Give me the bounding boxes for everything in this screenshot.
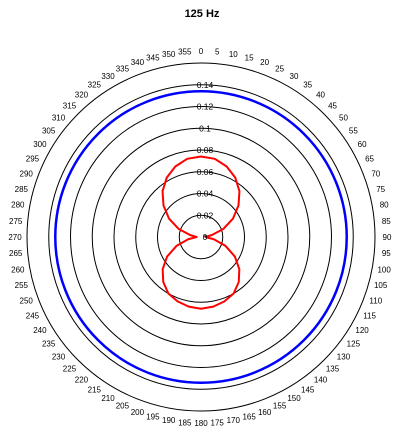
radial-tick-label: 0.02 [197, 210, 214, 220]
angle-tick-label: 140 [314, 375, 328, 384]
angle-tick-label: 10 [229, 50, 238, 59]
angle-tick-label: 280 [11, 201, 25, 210]
radial-tick-label: 0.14 [197, 80, 214, 90]
angle-tick-label: 350 [162, 50, 176, 59]
angle-tick-label: 60 [358, 140, 367, 149]
angle-tick-label: 295 [26, 154, 40, 163]
angle-tick-label: 110 [369, 297, 382, 306]
angle-tick-label: 300 [33, 140, 47, 149]
angle-tick-label: 85 [382, 217, 391, 226]
angle-tick-label: 165 [242, 413, 256, 422]
radial-tick-label: 0.06 [197, 167, 214, 177]
angle-tick-label: 315 [63, 101, 77, 110]
angle-tick-label: 205 [116, 402, 130, 411]
angle-tick-label: 255 [15, 281, 29, 290]
radial-tick-labels: 0 0.02 0.04 0.06 0.08 0.1 0.12 0.14 [197, 80, 214, 242]
angle-tick-label: 335 [116, 64, 130, 73]
grid-ring [135, 171, 267, 303]
angle-tick-label: 40 [316, 91, 325, 100]
angle-tick-label: 75 [376, 185, 385, 194]
angle-tick-label: 355 [178, 48, 192, 57]
grid-ring [91, 127, 311, 347]
angle-tick-label: 15 [245, 53, 254, 62]
angle-tick-label: 155 [273, 402, 287, 411]
angle-tick-label: 310 [52, 113, 66, 122]
angle-tick-label: 145 [301, 385, 315, 394]
angle-tick-label: 195 [146, 413, 160, 422]
angle-tick-label: 125 [347, 340, 361, 349]
angle-tick-label: 230 [52, 353, 66, 362]
radial-tick-label: 0 [203, 232, 208, 242]
radial-tick-label: 0.04 [197, 189, 214, 199]
angle-tick-label: 5 [215, 48, 220, 57]
angle-tick-label: 90 [383, 233, 392, 242]
series-layer [54, 90, 348, 384]
chart-title: 125 Hz [185, 8, 220, 20]
angle-tick-label: 35 [303, 81, 312, 90]
outer-ring [26, 62, 376, 412]
series-line [161, 155, 241, 310]
angle-tick-label: 20 [260, 58, 269, 67]
angle-tick-label: 270 [8, 233, 22, 242]
angle-tick-label: 225 [63, 365, 77, 374]
angle-tick-label: 180 [194, 419, 208, 428]
angle-tick-label: 200 [131, 408, 145, 417]
angle-tick-label: 150 [287, 394, 301, 403]
angle-tick-label: 170 [227, 416, 241, 425]
center-marker [204, 235, 206, 237]
angle-tick-label: 235 [42, 340, 56, 349]
angle-tick-label: 55 [349, 126, 358, 135]
grid-ring [178, 214, 224, 260]
angle-tick-label: 290 [20, 169, 34, 178]
angle-tick-label: 215 [88, 385, 102, 394]
angle-tick-label: 135 [326, 365, 340, 374]
grid-ring [157, 193, 245, 281]
angle-tick-label: 210 [101, 394, 115, 403]
angle-tick-label: 250 [20, 297, 34, 306]
radial-tick-label: 0.1 [199, 123, 211, 133]
angle-tick-label: 245 [26, 312, 40, 321]
angle-tick-label: 30 [290, 72, 299, 81]
angle-tick-label: 120 [355, 326, 369, 335]
angle-tick-label: 320 [75, 91, 89, 100]
angle-tick-label: 65 [365, 154, 374, 163]
angle-tick-label: 50 [339, 113, 348, 122]
angle-tick-label: 70 [371, 169, 380, 178]
angle-tick-label: 220 [75, 375, 89, 384]
angle-tick-label: 45 [328, 101, 337, 110]
radial-tick-label: 0.08 [197, 145, 214, 155]
angle-tick-label: 175 [211, 418, 225, 427]
angle-tick-label: 305 [42, 126, 56, 135]
radial-tick-label: 0.12 [197, 102, 214, 112]
angle-tick-label: 265 [9, 249, 23, 258]
angle-tick-label: 240 [33, 326, 47, 335]
angle-tick-label: 325 [88, 81, 102, 90]
angle-tick-label: 160 [258, 408, 272, 417]
angle-tick-label: 275 [9, 217, 23, 226]
angle-tick-label: 100 [377, 265, 391, 274]
series-line [54, 90, 348, 384]
angle-tick-label: 285 [15, 185, 29, 194]
angle-tick-label: 105 [374, 281, 388, 290]
angle-tick-label: 330 [101, 72, 115, 81]
angle-tick-label: 80 [380, 201, 389, 210]
angle-tick-label: 260 [11, 265, 25, 274]
grid-ring [48, 84, 354, 390]
angle-tick-label: 25 [275, 64, 284, 73]
angle-tick-label: 0 [199, 47, 204, 56]
angle-tick-label: 185 [178, 418, 192, 427]
polar-rings [26, 62, 376, 412]
grid-ring [113, 149, 289, 325]
grid-ring [70, 106, 332, 368]
angle-tick-label: 130 [337, 353, 351, 362]
angle-tick-label: 340 [131, 58, 145, 67]
angle-tick-label: 115 [363, 312, 376, 321]
angle-tick-label: 190 [162, 416, 176, 425]
angle-tick-label: 345 [146, 53, 160, 62]
angle-tick-label: 95 [382, 249, 391, 258]
